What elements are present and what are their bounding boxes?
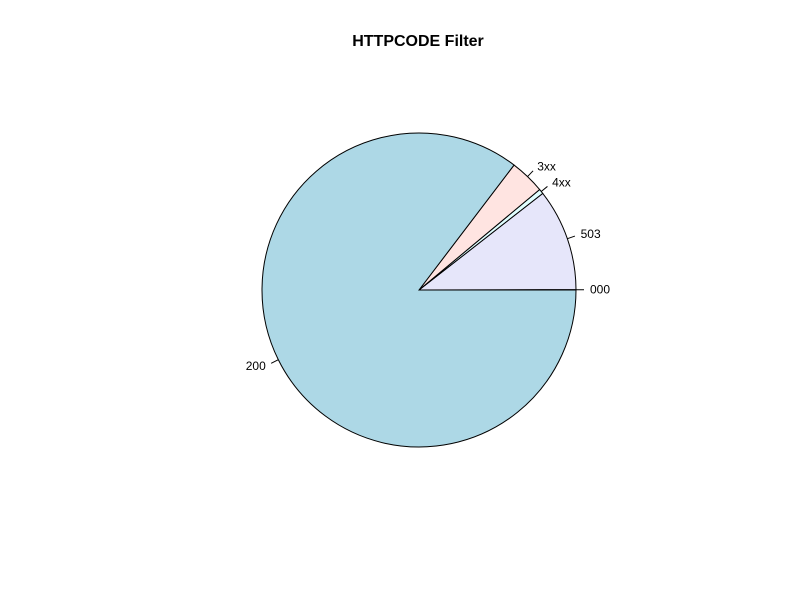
label-tick-200 [270,359,279,364]
pie-slice-503 [417,192,577,291]
chart-title: HTTPCODE Filter [352,33,484,50]
slice-label-000: 000 [590,283,610,297]
pie-labels: 000 503 4xx 3xx 200 [246,159,611,372]
slice-label-503: 503 [581,227,601,241]
pie-slices [261,132,577,448]
label-tick-503 [567,235,576,240]
slice-label-3xx: 3xx [537,159,556,173]
slice-label-200: 200 [246,359,266,373]
pie-slice-200 [261,132,577,448]
label-tick-3xx [527,170,534,177]
label-tick-4xx [540,186,548,192]
slice-label-4xx: 4xx [552,176,571,190]
